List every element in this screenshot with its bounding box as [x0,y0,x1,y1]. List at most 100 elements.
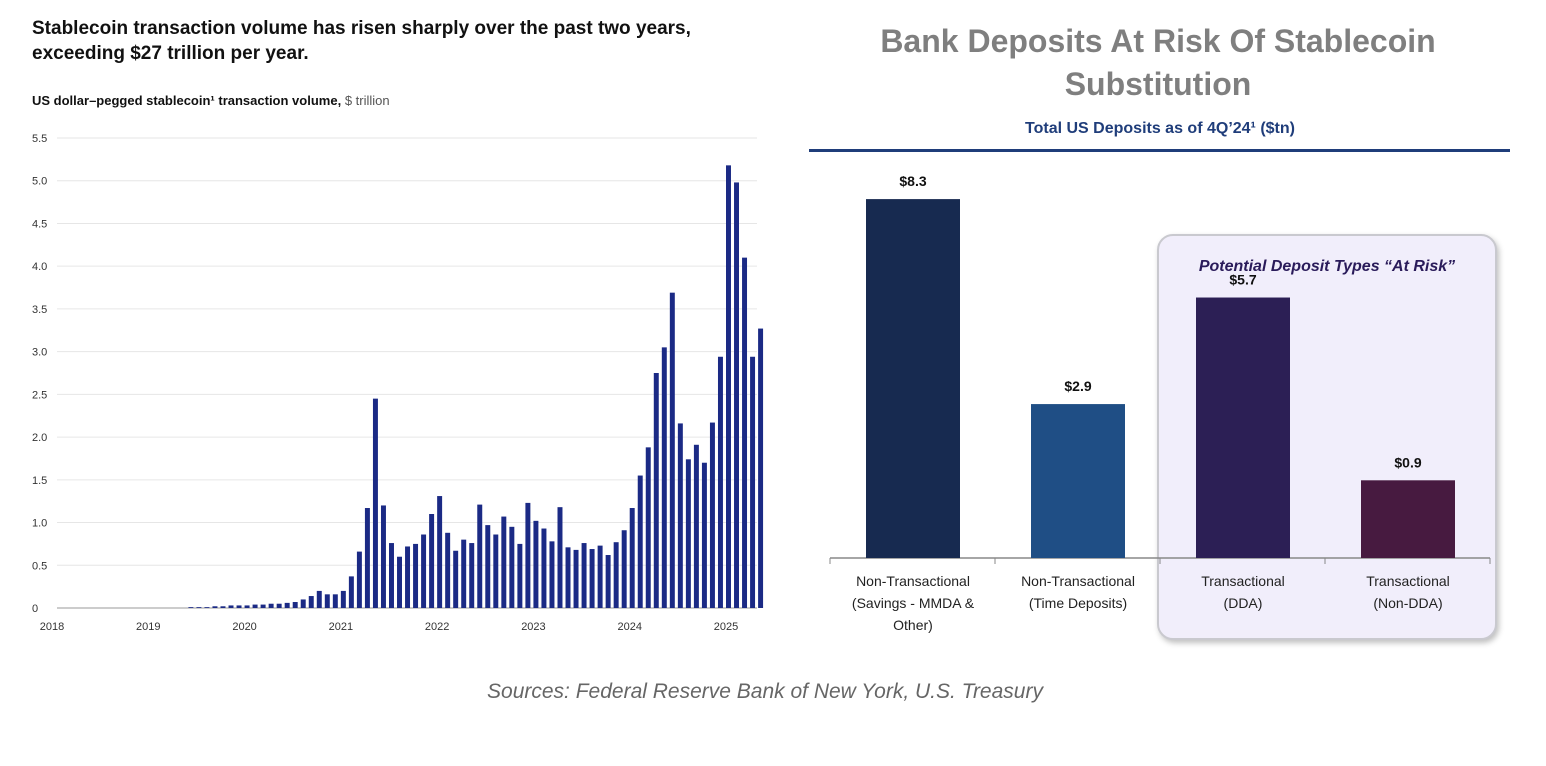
volume-bar [597,545,603,608]
volume-bar [557,507,563,608]
volume-bar [541,528,547,608]
volume-bar [324,594,330,608]
x-tick-label: 2021 [329,621,353,633]
volume-bar [405,546,411,608]
deposit-bar [1031,404,1125,558]
y-tick-label: 0 [32,603,38,615]
volume-bar [637,475,643,608]
deposit-bar [866,199,960,558]
category-label: Other) [893,617,933,633]
volume-bar [445,532,451,608]
y-tick-label: 5.0 [32,176,47,188]
volume-bar [645,447,651,608]
volume-bar [493,534,499,608]
bar-value-label: $8.3 [899,173,926,189]
y-tick-label: 0.5 [32,560,47,572]
subtitle-rule [809,149,1510,152]
y-tick-label: 1.5 [32,475,47,487]
category-label: Non-Transactional [856,573,970,589]
volume-bar [581,543,587,608]
volume-bar [268,603,274,608]
volume-bar [685,459,691,608]
volume-bar [477,504,483,608]
x-tick-label: 2022 [425,621,449,633]
deposit-bar [1361,480,1455,558]
volume-bar [485,525,491,608]
y-tick-label: 4.5 [32,218,47,230]
x-tick-label: 2020 [232,621,256,633]
volume-bar [653,373,659,608]
category-label: Transactional [1366,573,1450,589]
volume-bar [332,594,338,608]
volume-bar [549,541,555,608]
left-chart-subtitle-text: US dollar–pegged stablecoin¹ transaction… [32,93,342,108]
y-tick-label: 1.0 [32,518,47,530]
volume-bar [742,257,748,608]
at-risk-label: Potential Deposit Types “At Risk” [1198,258,1456,275]
volume-bar [236,605,242,608]
volume-bar [589,549,595,608]
category-label: (DDA) [1224,595,1263,611]
volume-bar [517,543,523,608]
volume-bar [629,508,635,608]
bar-value-label: $2.9 [1064,378,1091,394]
y-tick-label: 3.5 [32,304,47,316]
volume-bar [380,505,386,608]
volume-bar [292,602,298,608]
volume-bar [693,444,699,608]
volume-bar [501,516,507,608]
volume-bar [244,605,250,608]
bank-deposits-chart: $8.3 Non-Transactional (Savings - MMDA & Ot… [829,173,1491,633]
volume-bar [677,423,683,608]
volume-bar [284,602,290,608]
volume-bar [196,607,202,608]
volume-bar [364,508,370,608]
volume-bar [188,607,194,608]
volume-bar [661,347,667,608]
deposit-bar [1196,297,1290,558]
volume-bar [758,328,764,608]
volume-bar [220,606,226,608]
volume-bar [525,502,531,608]
volume-bar [300,599,306,608]
volume-bar [669,292,675,608]
volume-bar [397,556,402,608]
volume-bar [533,520,539,608]
volume-bar [453,550,459,608]
volume-bar [252,604,258,608]
y-tick-label: 3.0 [32,347,47,359]
volume-bar [212,606,218,608]
bar-value-label: $0.9 [1394,454,1421,470]
x-tick-label: 2019 [136,621,160,633]
volume-bar [348,576,354,608]
volume-bar [429,514,435,608]
volume-bar [372,398,378,608]
volume-bar [509,526,515,608]
left-chart-subtitle: US dollar–pegged stablecoin¹ transaction… [32,93,390,108]
volume-bar [204,607,210,608]
volume-bar [621,530,627,608]
sources-note: Sources: Federal Reserve Bank of New Yor… [487,680,1043,703]
volume-bar [308,596,314,608]
y-tick-label: 4.0 [32,261,47,273]
right-chart-title: Bank Deposits At Risk Of Stablecoin Subs… [880,23,1436,102]
right-chart-subtitle: Total US Deposits as of 4Q’24¹ ($tn) [1025,120,1295,137]
volume-bar [605,555,611,608]
volume-bar [228,605,234,608]
category-label: Non-Transactional [1021,573,1135,589]
volume-bar [413,543,419,608]
volume-bar [717,356,723,608]
category-label: (Non-DDA) [1373,595,1442,611]
left-chart-title: Stablecoin transaction volume has risen … [32,18,691,64]
volume-bar [389,543,394,608]
volume-bar [469,543,475,608]
volume-bar [734,182,740,608]
volume-bar [316,590,322,608]
volume-bar [573,549,579,608]
volume-bar [701,462,707,608]
x-tick-label: 2024 [617,621,641,633]
bar-value-label: $5.7 [1229,272,1256,288]
volume-bar [421,534,427,608]
volume-bar [709,422,715,608]
y-tick-label: 5.5 [32,133,47,145]
